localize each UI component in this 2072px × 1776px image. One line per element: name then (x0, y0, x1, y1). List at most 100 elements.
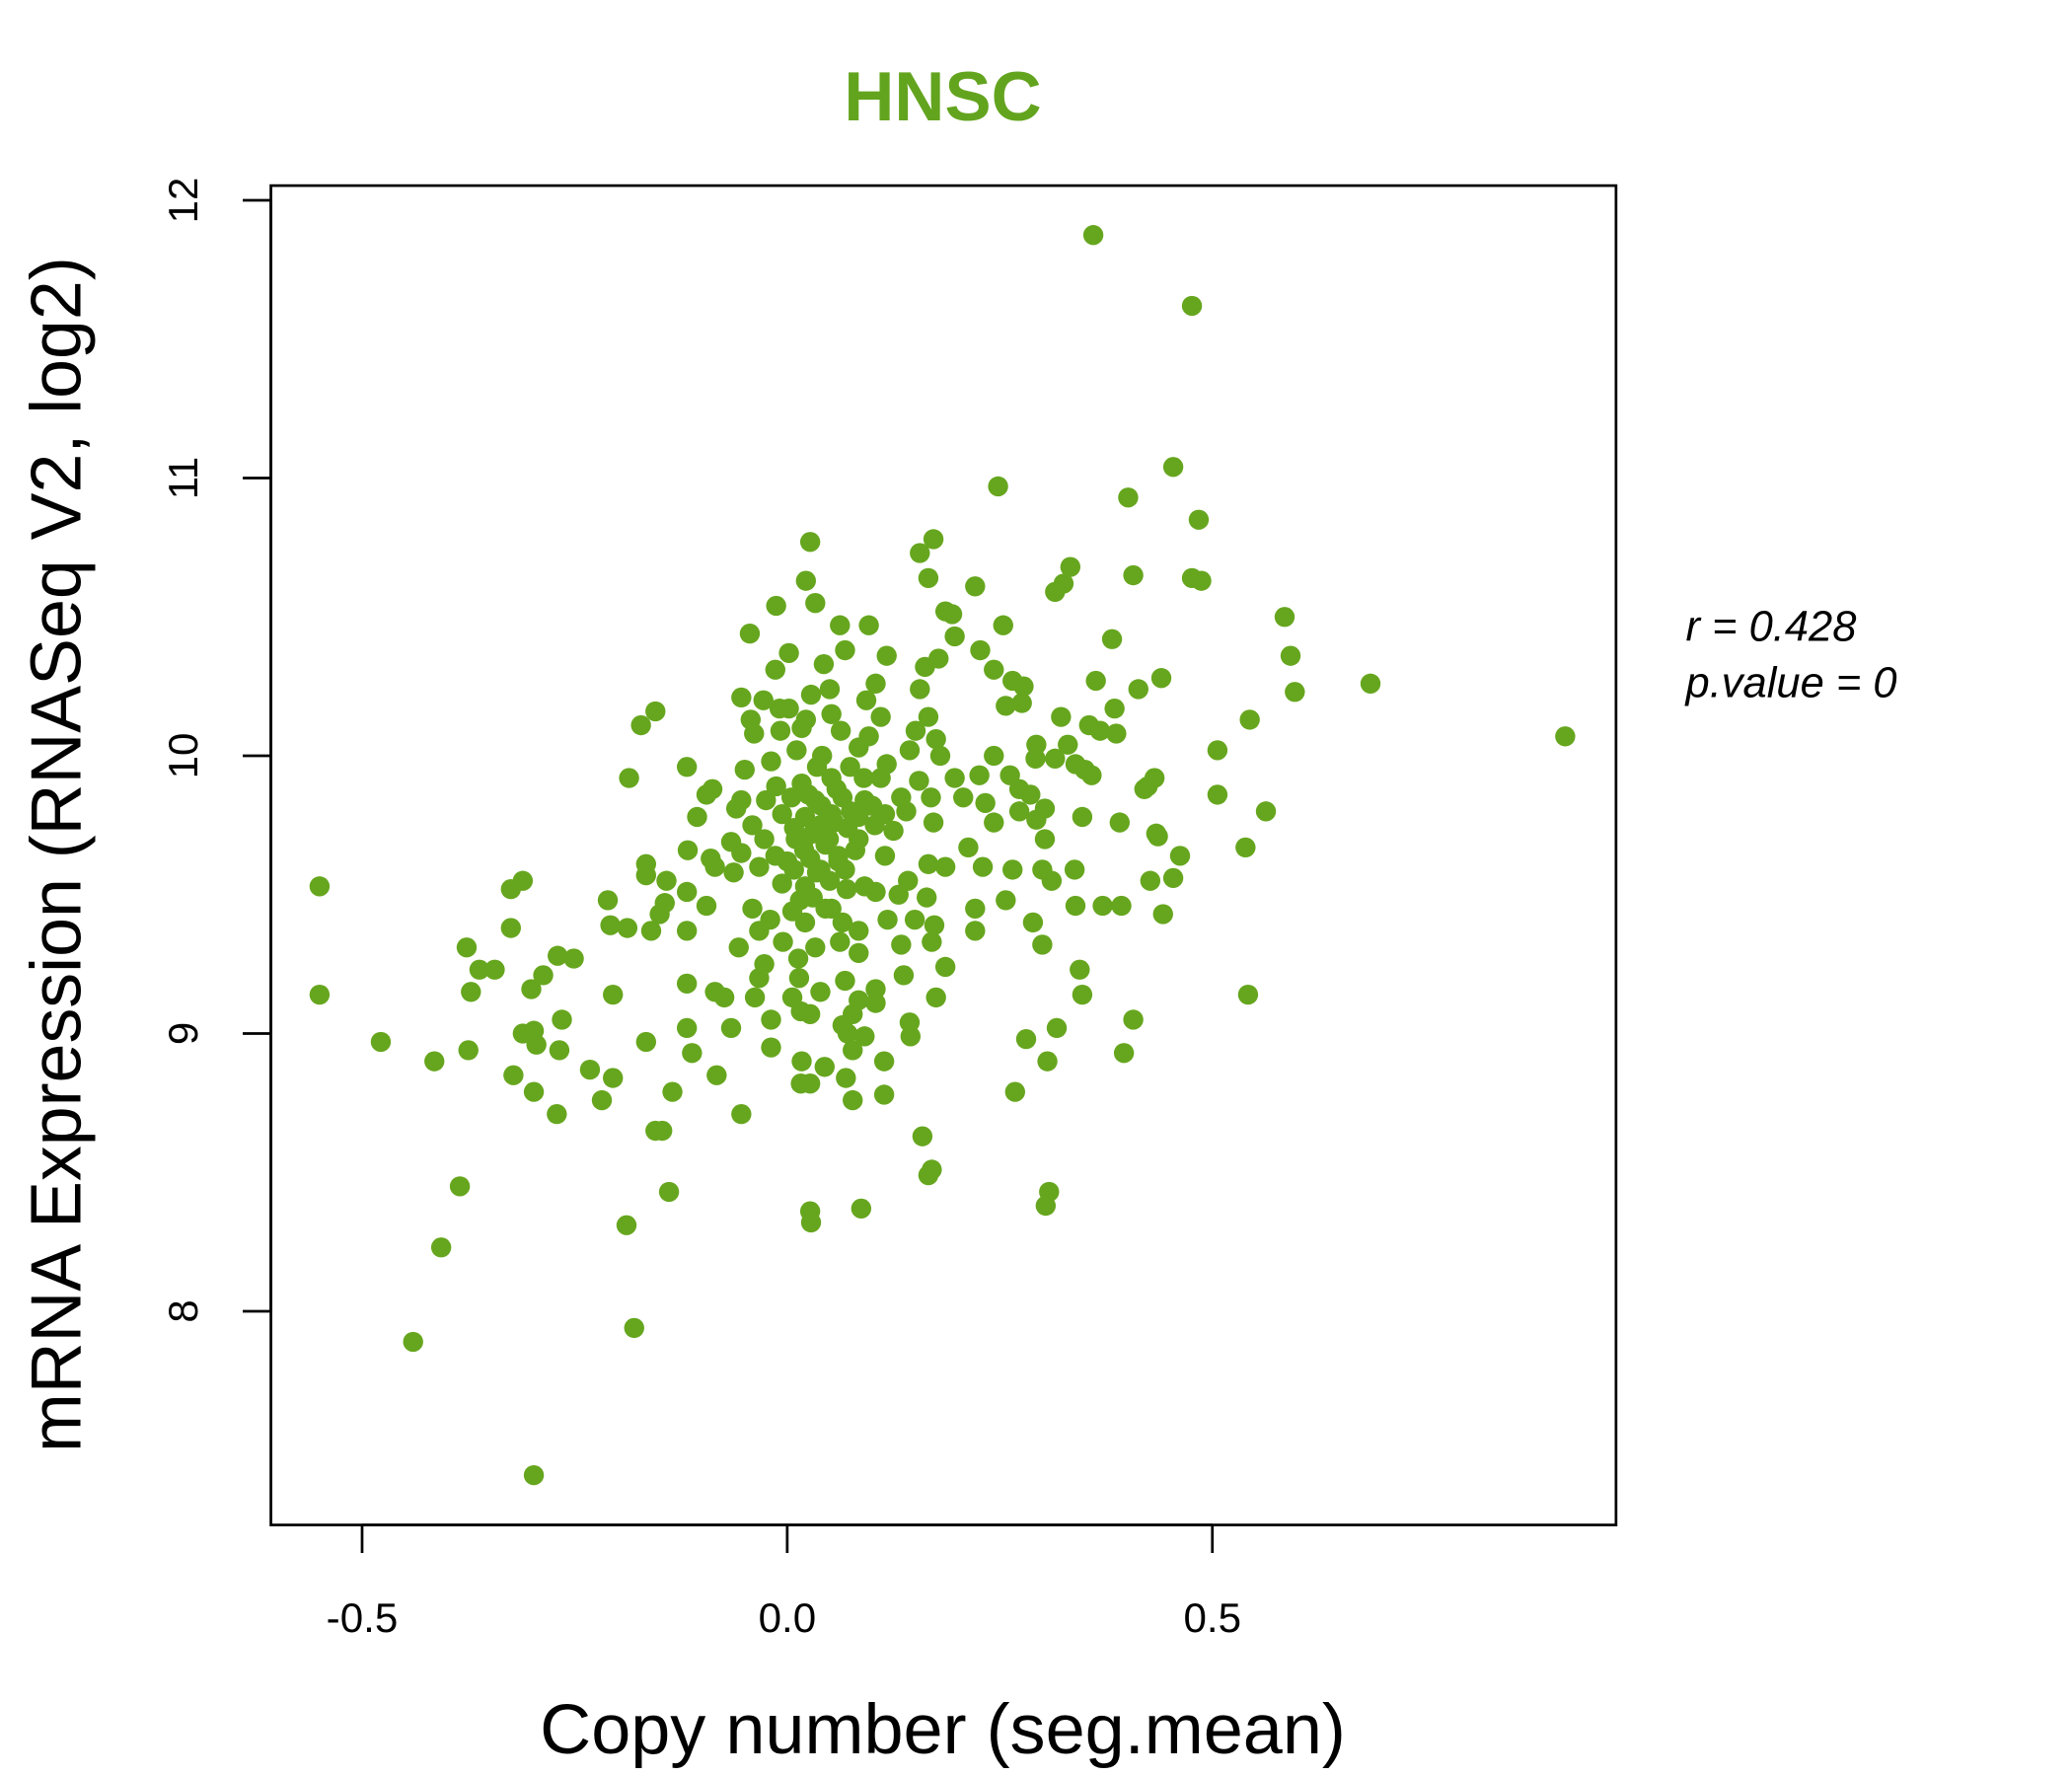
data-point (923, 812, 944, 833)
data-point (1104, 699, 1125, 719)
data-point (934, 956, 956, 978)
data-point (786, 740, 807, 761)
data-point (836, 878, 857, 900)
data-point (725, 798, 747, 819)
y-tick-label: 8 (160, 1299, 206, 1322)
data-point (1152, 904, 1173, 925)
data-point (870, 768, 891, 788)
data-point (800, 1212, 822, 1233)
data-point (912, 1126, 933, 1147)
data-point (996, 696, 1016, 716)
data-point (1207, 784, 1228, 805)
data-point (918, 706, 939, 727)
data-point (1004, 1081, 1026, 1102)
data-point (944, 768, 965, 788)
data-point (929, 745, 951, 767)
data-point (430, 1237, 452, 1258)
data-point (840, 757, 860, 777)
data-point (1065, 895, 1086, 917)
data-point (1101, 629, 1123, 649)
data-point (865, 979, 886, 999)
data-point (788, 968, 810, 989)
data-point (1051, 706, 1072, 727)
data-point (965, 898, 986, 919)
data-point (799, 532, 821, 553)
data-point (658, 1181, 680, 1203)
data-point (597, 890, 619, 911)
data-point (461, 982, 481, 1002)
data-point (1169, 846, 1191, 866)
data-point (731, 843, 752, 863)
data-point (910, 679, 930, 700)
data-point (1188, 509, 1210, 530)
data-point (370, 1031, 392, 1053)
data-point (1118, 487, 1139, 508)
data-point (749, 856, 770, 877)
data-point (766, 776, 786, 797)
data-point (591, 1089, 613, 1111)
data-point (883, 820, 904, 842)
data-point (821, 703, 842, 724)
data-point (1360, 673, 1381, 694)
data-point (845, 840, 865, 860)
data-point (676, 1017, 698, 1039)
data-point (1032, 934, 1053, 955)
data-point (552, 1009, 572, 1030)
data-point (925, 987, 946, 1008)
data-point (469, 959, 490, 980)
data-point (830, 931, 851, 952)
data-point (849, 921, 869, 941)
data-point (1109, 812, 1131, 833)
data-point (944, 626, 965, 647)
data-point (837, 1023, 858, 1044)
data-point (918, 567, 939, 589)
data-point (704, 856, 725, 877)
data-point (1239, 709, 1260, 730)
data-point (900, 1026, 922, 1047)
data-point (649, 904, 670, 925)
data-point (500, 878, 521, 900)
data-point (1162, 867, 1184, 889)
data-point (864, 815, 885, 836)
data-point (815, 898, 836, 919)
data-point (744, 987, 766, 1008)
data-point (918, 853, 939, 874)
data-point (749, 921, 770, 941)
data-point (819, 870, 841, 891)
data-point (706, 1065, 727, 1085)
data-point (1089, 720, 1111, 741)
data-point (309, 984, 331, 1005)
data-point (1191, 570, 1212, 591)
data-point (521, 979, 542, 999)
data-point (739, 624, 761, 644)
data-point (813, 653, 835, 675)
data-point (1128, 679, 1148, 700)
data-point (791, 1051, 812, 1072)
data-point (676, 757, 698, 777)
data-point (1072, 984, 1093, 1005)
data-point (1113, 1043, 1135, 1064)
data-point (1123, 564, 1144, 586)
data-point (835, 970, 855, 992)
data-point (923, 529, 944, 550)
data-point (865, 673, 886, 694)
data-point (841, 801, 861, 822)
data-point (835, 639, 855, 661)
data-point (855, 690, 877, 710)
data-point (798, 784, 819, 805)
data-point (922, 1159, 942, 1180)
data-point (500, 918, 521, 938)
y-tick-label: 12 (160, 178, 206, 224)
data-point (1092, 895, 1113, 917)
data-point (909, 771, 929, 791)
data-point (810, 982, 831, 1002)
data-point (1162, 457, 1184, 478)
data-point (761, 1037, 781, 1058)
p-value-label: p.value = 0 (1684, 660, 1897, 707)
data-point (676, 881, 698, 903)
data-point (806, 757, 828, 777)
data-point (1045, 581, 1066, 603)
data-point (761, 751, 781, 772)
data-point (851, 1198, 872, 1220)
data-point (1022, 912, 1044, 933)
